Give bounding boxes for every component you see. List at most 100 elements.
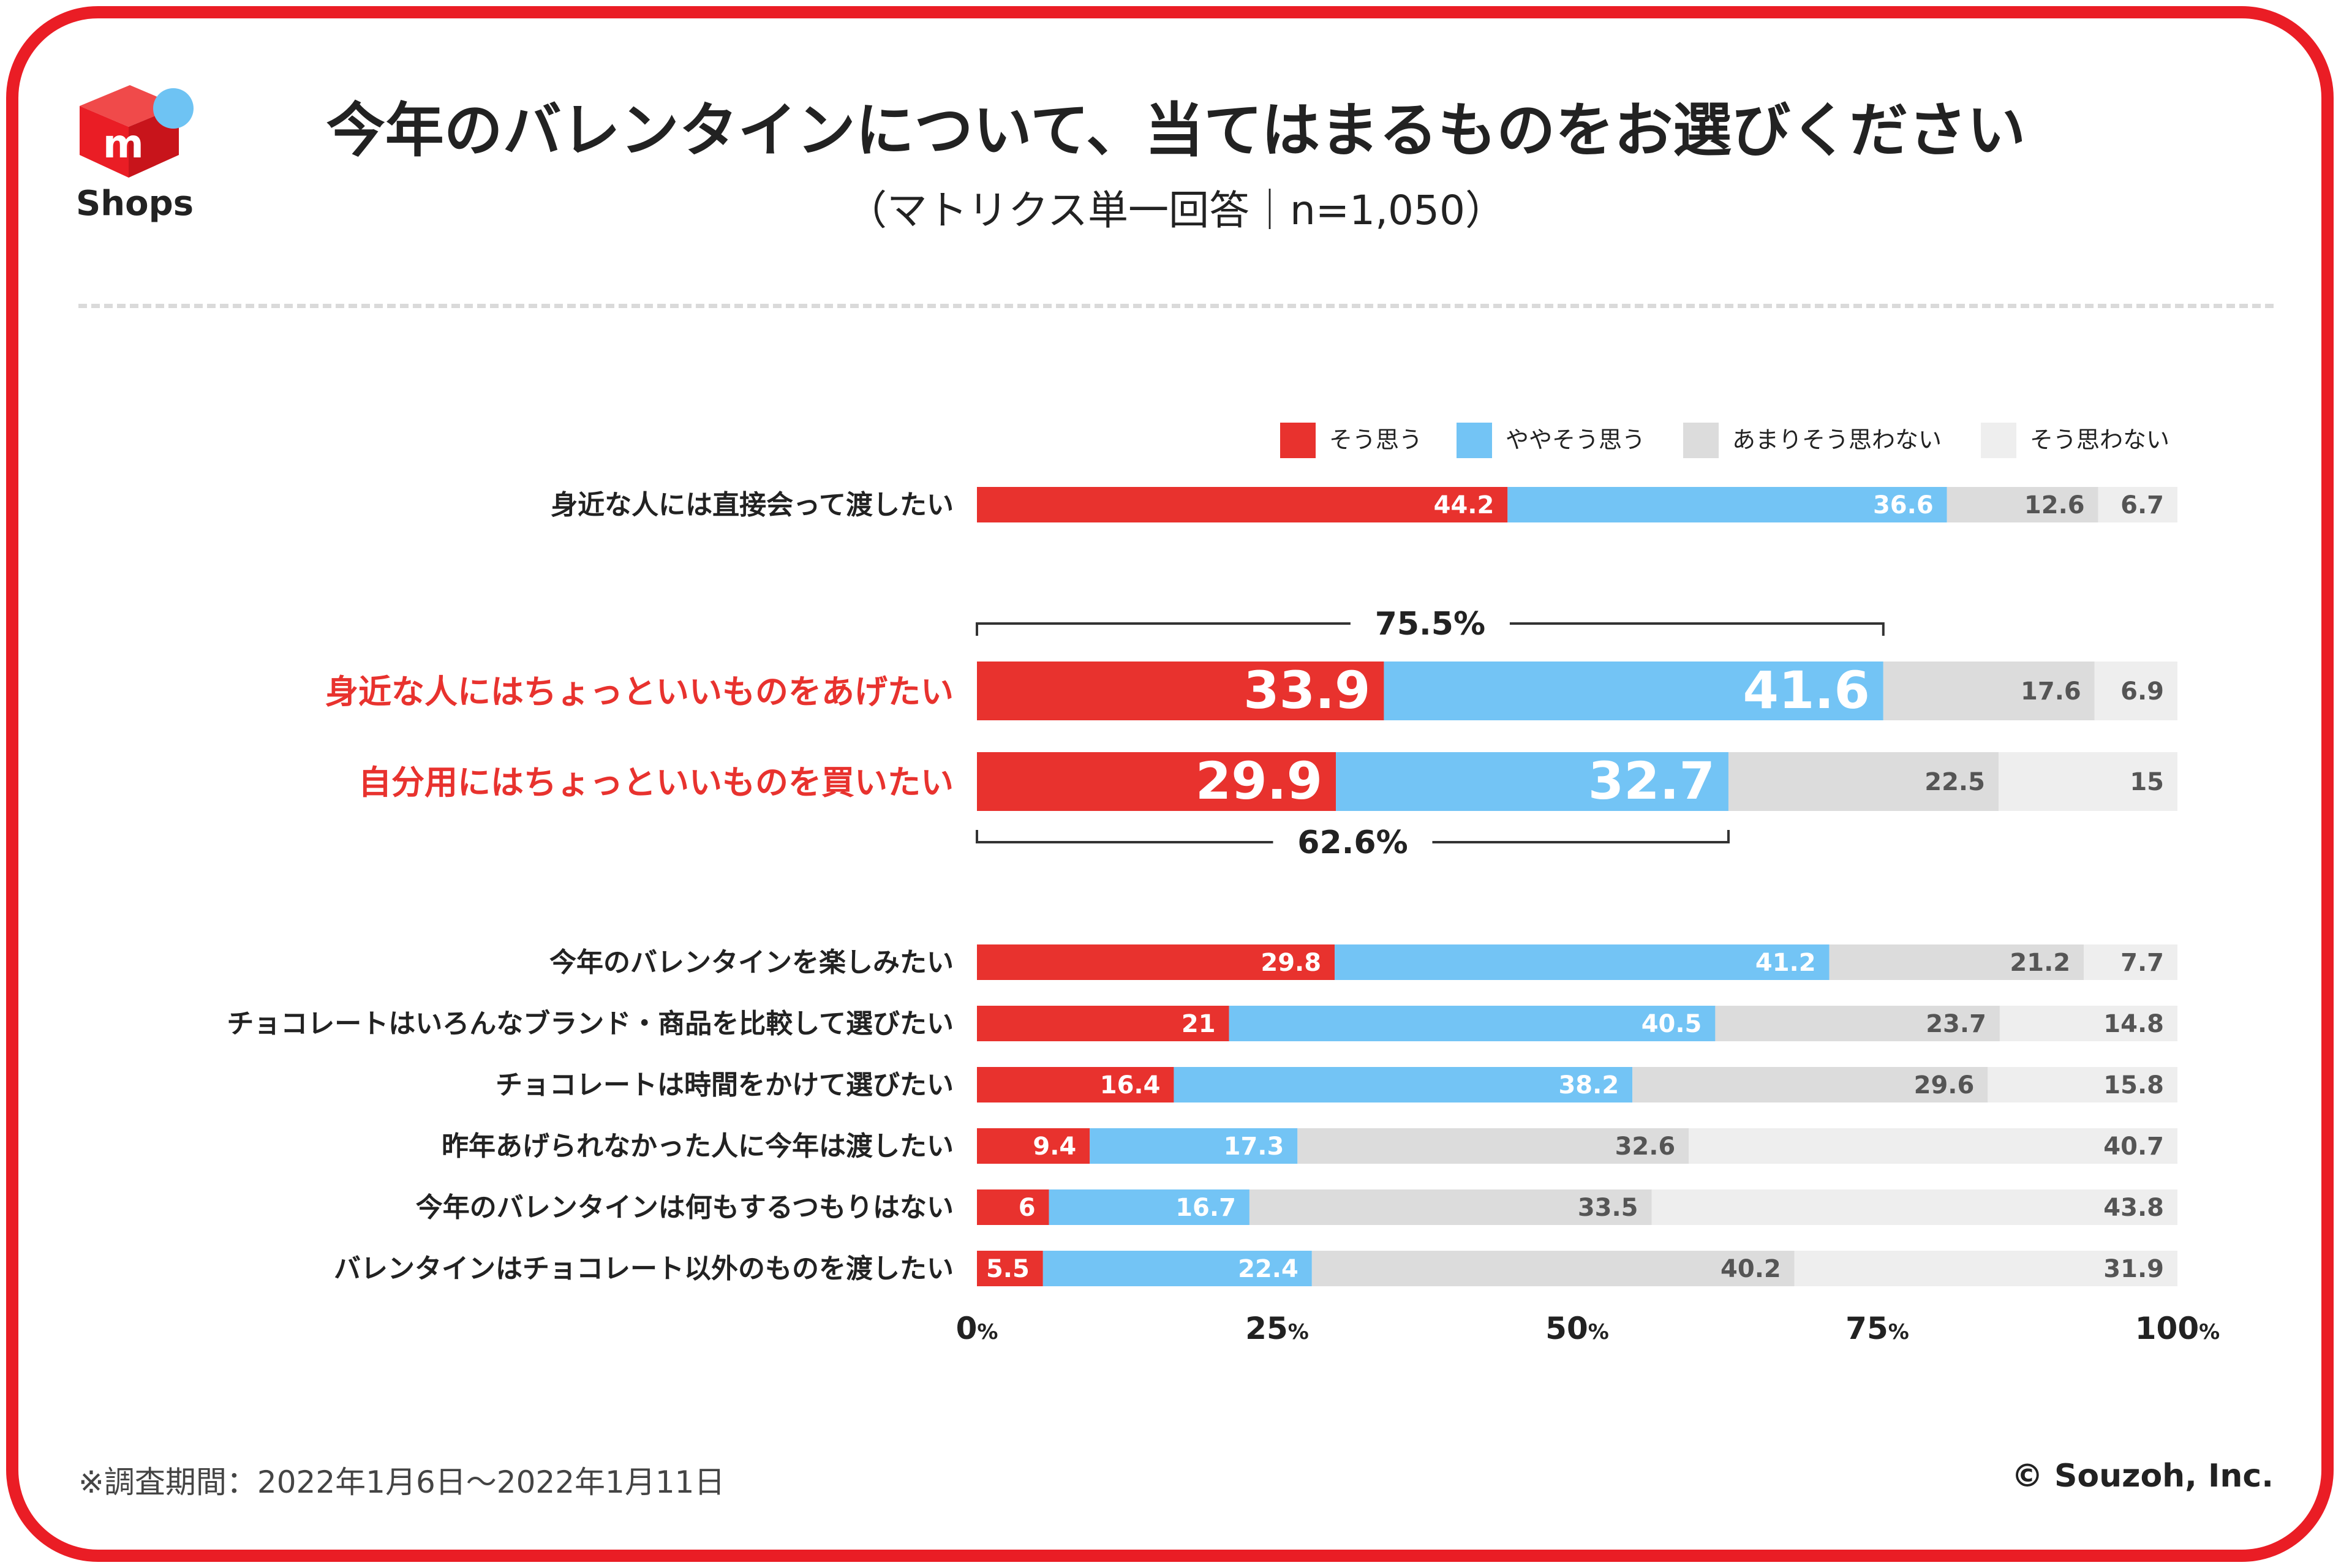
legend-swatch-agree	[1280, 423, 1316, 458]
bar-segment-disagree	[2084, 944, 2177, 980]
bracket-total-label: 62.6%	[1297, 824, 1408, 861]
bar-segment-somewhat-disagree	[1883, 662, 2095, 720]
bar-segment-somewhat-agree	[1507, 487, 1947, 522]
x-tick-unit: %	[1288, 1320, 1309, 1344]
data-label: 41.2	[1755, 949, 1816, 977]
bar-segment-somewhat-disagree	[1297, 1128, 1689, 1164]
bar-segment-agree	[977, 1006, 1229, 1041]
row-label: 今年のバレンタインを楽しみたい	[549, 947, 954, 978]
x-tick-value: 75	[1845, 1311, 1888, 1346]
data-label: 33.5	[1578, 1194, 1638, 1222]
data-label: 16.4	[1100, 1071, 1161, 1099]
x-tick-value: 50	[1545, 1311, 1588, 1346]
data-label: 21.2	[2010, 949, 2070, 977]
bar-segment-somewhat-agree	[1090, 1128, 1298, 1164]
bar-segment-somewhat-agree	[1174, 1067, 1633, 1102]
bar-segment-agree	[977, 1189, 1049, 1225]
data-label: 6	[1019, 1194, 1036, 1222]
data-label: 15	[2130, 768, 2164, 796]
data-label: 32.7	[1588, 751, 1715, 811]
data-label: 12.6	[2024, 491, 2085, 519]
data-label: 9.4	[1033, 1133, 1076, 1161]
x-tick-label: 50%	[1545, 1311, 1609, 1346]
data-label: 29.8	[1261, 949, 1321, 977]
bar-segment-agree	[977, 944, 1335, 980]
legend-swatch-somewhat-disagree	[1683, 423, 1719, 458]
x-tick-unit: %	[1888, 1320, 1909, 1344]
bar-segment-somewhat-disagree	[1715, 1006, 2000, 1041]
bar-segment-disagree	[1794, 1251, 2177, 1286]
data-label: 6.9	[2120, 677, 2164, 706]
bar-segment-disagree	[1651, 1189, 2177, 1225]
x-tick-value: 100	[2135, 1311, 2199, 1346]
bar-segment-disagree	[1689, 1128, 2177, 1164]
bar-segment-agree	[977, 1251, 1043, 1286]
row-label: 身近な人にはちょっといいものをあげたい	[325, 673, 954, 711]
bar-segment-somewhat-agree	[1335, 944, 1830, 980]
data-label: 29.9	[1196, 751, 1322, 811]
row-label: チョコレートは時間をかけて選びたい	[496, 1069, 954, 1101]
bracket-label-bg	[1350, 601, 1510, 646]
logo-wordmark: Shops	[75, 184, 194, 224]
row-label: バレンタインはチョコレート以外のものを渡したい	[334, 1253, 954, 1284]
bar-segment-somewhat-disagree	[1249, 1189, 1652, 1225]
data-label: 36.6	[1873, 491, 1934, 519]
bar-segment-somewhat-disagree	[1728, 752, 1999, 811]
bracket-label-bg	[1273, 820, 1433, 864]
row-label: チョコレートはいろんなブランド・商品を比較して選びたい	[227, 1008, 954, 1039]
legend-label-disagree: そう思わない	[2030, 426, 2169, 453]
bar-segment-somewhat-agree	[1384, 662, 1883, 720]
x-tick-label: 100%	[2135, 1311, 2220, 1346]
data-label: 5.5	[986, 1255, 1030, 1283]
shopping-box-icon: m	[80, 85, 194, 178]
bar-segment-agree	[977, 1128, 1090, 1164]
data-label: 16.7	[1175, 1194, 1236, 1222]
bar-segment-somewhat-agree	[1042, 1251, 1312, 1286]
x-tick-value: 25	[1245, 1311, 1288, 1346]
data-label: 32.6	[1615, 1133, 1676, 1161]
data-label: 29.6	[1914, 1071, 1975, 1099]
data-label: 33.9	[1243, 660, 1370, 720]
bar-segment-agree	[977, 662, 1384, 720]
data-label: 44.2	[1434, 491, 1494, 519]
data-label: 22.5	[1924, 768, 1985, 796]
data-label: 21	[1182, 1010, 1216, 1038]
bar-segment-somewhat-agree	[1049, 1189, 1250, 1225]
x-tick-label: 0%	[956, 1311, 998, 1346]
data-label: 6.7	[2120, 491, 2164, 519]
data-label: 17.6	[2021, 677, 2081, 706]
bar-segment-disagree	[2094, 662, 2177, 720]
data-label: 40.5	[1642, 1010, 1702, 1038]
legend-label-agree: そう思う	[1329, 426, 1422, 453]
svg-text:m: m	[103, 122, 144, 167]
data-label: 43.8	[2103, 1194, 2164, 1222]
bar-segment-somewhat-disagree	[1311, 1251, 1795, 1286]
bar-segment-somewhat-agree	[1229, 1006, 1716, 1041]
data-label: 17.3	[1224, 1133, 1284, 1161]
data-label: 23.7	[1926, 1010, 1986, 1038]
legend-swatch-disagree	[1981, 423, 2016, 458]
bar-segment-somewhat-disagree	[1632, 1067, 1988, 1102]
bar-segment-disagree	[2098, 487, 2177, 522]
mercari-shops-logo: m Shops	[74, 77, 196, 236]
bar-segment-somewhat-disagree	[1947, 487, 2098, 522]
bar-segment-disagree	[1998, 752, 2177, 811]
bar-segment-disagree	[1988, 1067, 2177, 1102]
legend-swatch-somewhat-agree	[1457, 423, 1492, 458]
data-label: 14.8	[2103, 1010, 2164, 1038]
x-tick-label: 25%	[1245, 1311, 1309, 1346]
row-label: 自分用にはちょっといいものを買いたい	[358, 763, 954, 802]
data-label: 15.8	[2103, 1071, 2164, 1099]
bar-segment-agree	[977, 487, 1508, 522]
row-label: 今年のバレンタインは何もするつもりはない	[416, 1192, 954, 1223]
data-label: 22.4	[1238, 1255, 1298, 1283]
dashed-divider	[78, 304, 2274, 308]
x-tick-unit: %	[1588, 1320, 1609, 1344]
bar-segment-agree	[977, 752, 1336, 811]
x-tick-unit: %	[2199, 1320, 2220, 1344]
copyright: © Souzoh, Inc.	[2011, 1458, 2274, 1494]
x-tick-value: 0	[956, 1311, 978, 1346]
row-label: 身近な人には直接会って渡したい	[551, 489, 954, 521]
data-label: 7.7	[2120, 949, 2164, 977]
